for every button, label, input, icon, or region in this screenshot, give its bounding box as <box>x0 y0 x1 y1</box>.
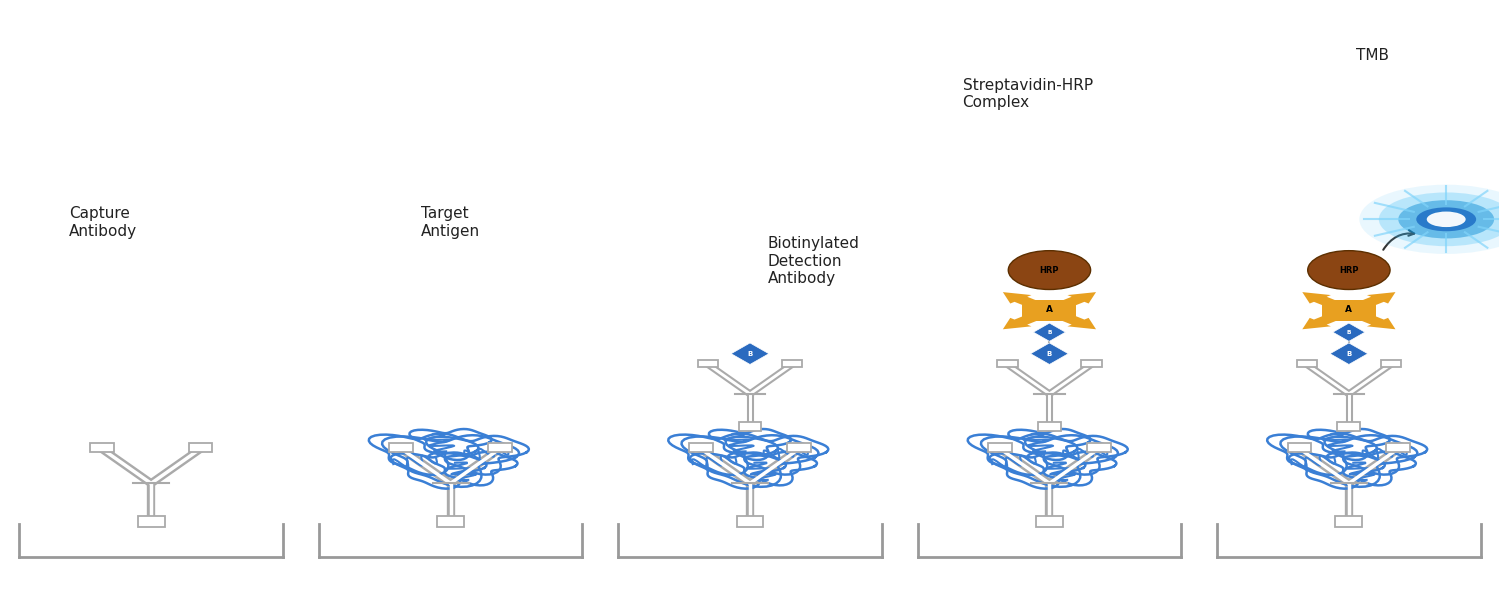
Bar <box>1082 360 1101 367</box>
Circle shape <box>1398 200 1494 238</box>
Text: HRP: HRP <box>1040 266 1059 275</box>
Bar <box>998 360 1017 367</box>
Bar <box>1335 517 1362 527</box>
FancyArrow shape <box>1053 313 1096 329</box>
Polygon shape <box>1330 343 1368 364</box>
Circle shape <box>1416 208 1476 231</box>
Text: Target
Antigen: Target Antigen <box>420 206 480 239</box>
Bar <box>1287 443 1311 452</box>
Polygon shape <box>730 343 770 364</box>
Text: B: B <box>747 350 753 356</box>
Bar <box>138 517 165 527</box>
Text: Capture
Antibody: Capture Antibody <box>69 206 136 239</box>
Text: B: B <box>1047 350 1052 356</box>
FancyArrow shape <box>1302 292 1344 309</box>
Bar <box>1380 360 1401 367</box>
Ellipse shape <box>1008 251 1090 289</box>
Text: A: A <box>1046 305 1053 314</box>
Polygon shape <box>1334 323 1365 341</box>
FancyArrow shape <box>1353 313 1395 329</box>
Text: TMB: TMB <box>1356 47 1389 62</box>
Text: Biotinylated
Detection
Antibody: Biotinylated Detection Antibody <box>768 236 859 286</box>
Bar <box>90 443 114 452</box>
Bar <box>1036 517 1064 527</box>
Text: Streptavidin-HRP
Complex: Streptavidin-HRP Complex <box>963 78 1092 110</box>
Ellipse shape <box>1308 251 1390 289</box>
Text: B: B <box>1347 329 1352 335</box>
Bar <box>1322 300 1376 322</box>
FancyArrow shape <box>1353 292 1395 309</box>
Text: B: B <box>1347 350 1352 356</box>
Circle shape <box>1378 193 1500 246</box>
Bar <box>736 517 764 527</box>
Text: A: A <box>1346 305 1353 314</box>
Bar <box>1038 422 1060 431</box>
FancyArrow shape <box>1302 313 1344 329</box>
Polygon shape <box>1030 343 1068 364</box>
Bar <box>988 443 1012 452</box>
Circle shape <box>1426 212 1466 227</box>
Text: HRP: HRP <box>1340 266 1359 275</box>
FancyArrow shape <box>1004 313 1046 329</box>
Bar <box>1023 300 1077 322</box>
Bar <box>698 360 718 367</box>
Polygon shape <box>1034 323 1065 341</box>
Circle shape <box>1359 185 1500 254</box>
Bar <box>388 443 412 452</box>
Bar <box>1296 360 1317 367</box>
Bar <box>782 360 802 367</box>
Bar <box>788 443 812 452</box>
Bar <box>1386 443 1410 452</box>
Bar <box>488 443 512 452</box>
Text: B: B <box>1047 329 1052 335</box>
Bar <box>436 517 463 527</box>
Bar <box>738 422 762 431</box>
Bar <box>189 443 213 452</box>
Bar <box>1338 422 1360 431</box>
Bar <box>1088 443 1112 452</box>
Bar <box>688 443 712 452</box>
FancyArrow shape <box>1004 292 1046 309</box>
FancyArrow shape <box>1053 292 1096 309</box>
